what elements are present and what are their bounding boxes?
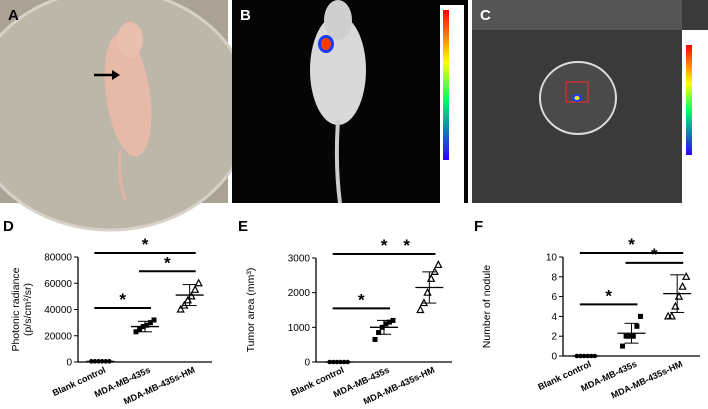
significance-label: *	[403, 236, 410, 255]
panel-label: D	[3, 218, 14, 235]
photo-a: A	[0, 0, 252, 232]
significance-label: *	[142, 235, 149, 254]
panel-label: A	[8, 7, 19, 24]
y-tick-label: 1000	[288, 323, 311, 334]
data-point	[144, 322, 150, 328]
significance-label: *	[119, 290, 126, 309]
data-point	[190, 285, 200, 293]
significance-label: *	[628, 235, 635, 254]
error-bar	[422, 271, 437, 304]
error-bar	[182, 284, 197, 307]
data-point	[151, 317, 157, 323]
data-point	[147, 320, 153, 326]
y-tick-label: 8	[551, 272, 557, 283]
data-point	[194, 278, 203, 287]
significance-label: *	[605, 286, 612, 305]
data-point	[630, 333, 636, 339]
data-point	[623, 333, 629, 339]
panel-label: B	[240, 7, 251, 24]
data-point	[627, 333, 633, 339]
y-tick-label: 0	[304, 358, 310, 369]
y-tick-label: 3000	[288, 254, 311, 265]
error-bar	[377, 319, 391, 335]
data-point	[386, 319, 392, 325]
data-point	[667, 311, 676, 320]
y-tick-label: 0	[551, 352, 557, 363]
y-tick-label: 20000	[44, 331, 72, 342]
y-tick-label: 40000	[44, 305, 72, 316]
significance-label: *	[651, 245, 658, 264]
data-point	[620, 343, 625, 349]
y-tick-label: 60000	[44, 279, 72, 290]
y-axis-label: Tumor area (mm³)	[245, 268, 257, 353]
significance-label: *	[164, 253, 171, 272]
error-bar	[624, 322, 639, 344]
y-axis-label: (p/s/cm²/sr)	[22, 283, 34, 336]
significance-label: *	[358, 290, 365, 309]
y-axis-label: Photonic radiance	[10, 267, 22, 351]
data-point	[176, 304, 185, 313]
panel-label: C	[480, 7, 491, 24]
data-point	[681, 272, 691, 280]
data-point	[434, 260, 443, 269]
photo-c: C	[472, 0, 708, 203]
y-tick-label: 0	[66, 358, 72, 369]
y-tick-label: 4	[551, 312, 557, 323]
photo-b: B	[232, 0, 468, 204]
y-tick-label: 2	[551, 332, 557, 343]
data-point	[678, 281, 687, 290]
data-point	[416, 305, 425, 314]
y-tick-label: 2000	[288, 288, 311, 299]
data-point	[376, 330, 382, 336]
y-tick-label: 6	[551, 292, 557, 303]
data-point	[638, 313, 643, 319]
error-bar	[670, 274, 685, 313]
data-point	[133, 329, 139, 335]
data-point	[383, 321, 389, 327]
error-bar	[138, 320, 152, 333]
data-point	[137, 326, 143, 332]
data-point	[390, 317, 396, 323]
panel-label: F	[474, 218, 483, 235]
significance-label: *	[381, 236, 388, 255]
y-tick-label: 80000	[44, 253, 72, 264]
data-point	[372, 336, 378, 342]
data-point	[634, 323, 640, 329]
y-tick-label: 10	[546, 253, 558, 264]
panel-label: E	[238, 218, 248, 235]
y-axis-label: Number of nodule	[481, 265, 493, 349]
